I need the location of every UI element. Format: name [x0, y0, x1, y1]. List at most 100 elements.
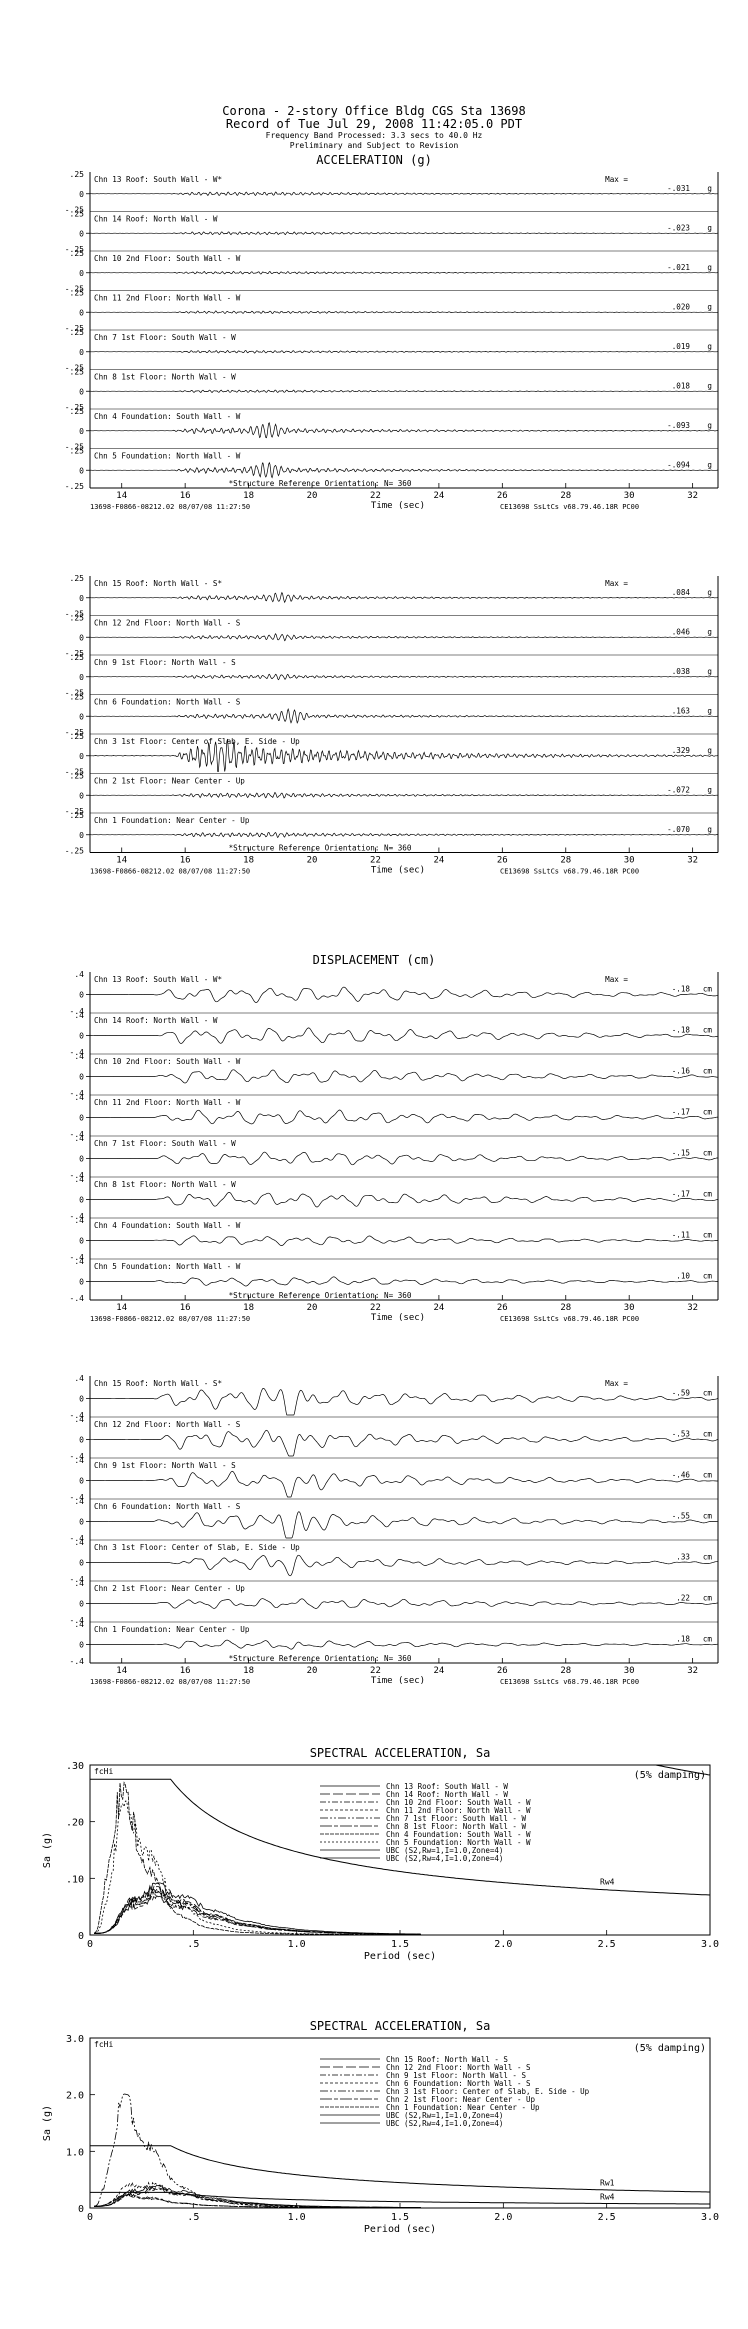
waveform-trace — [90, 1511, 719, 1539]
channel-label: Chn 4 Foundation: South Wall - W — [94, 412, 241, 421]
station-title: Corona - 2-story Office Bldg CGS Sta 136… — [222, 104, 526, 118]
y-tick-label: -.25 — [65, 847, 84, 856]
code-curve-label: Rw4 — [600, 1878, 615, 1887]
y-tick-label: 0 — [79, 1395, 84, 1404]
max-label: Max = — [605, 175, 628, 184]
y-tick-label: .4 — [74, 1497, 84, 1506]
x-tick-label: 18 — [243, 491, 254, 501]
x-tick-label: 32 — [687, 856, 698, 866]
waveform-trace — [90, 1276, 718, 1287]
unit-label: g — [707, 706, 712, 715]
waveform-trace — [90, 231, 718, 236]
fchi-label: fcHi — [94, 2040, 113, 2049]
max-value: .163 — [672, 706, 690, 715]
x-tick-label: 2.0 — [494, 1939, 512, 1950]
y-tick-label: 0 — [79, 594, 84, 603]
y-tick-label: -.25 — [65, 649, 84, 658]
preliminary-note: Preliminary and Subject to Revision — [289, 141, 459, 150]
legend-entry: Chn 6 Foundation: North Wall - S — [386, 2079, 531, 2088]
ubc-code-spectrum — [90, 2191, 710, 2205]
x-tick-label: 1.0 — [288, 2212, 306, 2223]
waveform-trace — [90, 310, 719, 314]
max-value: -.53 — [672, 1430, 690, 1439]
y-tick-label: .25 — [70, 407, 85, 416]
waveform-trace — [89, 1598, 719, 1609]
x-axis-title: Time (sec) — [371, 1313, 425, 1323]
legend-entry: Chn 3 1st Floor: Center of Slab, E. Side… — [386, 2087, 590, 2096]
y-tick-label: 0 — [79, 1196, 84, 1205]
waveform-trace — [90, 708, 719, 724]
y-tick-label: .25 — [70, 772, 85, 781]
channel-label: Chn 9 1st Floor: North Wall - S — [94, 658, 236, 667]
max-value: -.070 — [667, 825, 690, 834]
x-tick-label: 2.5 — [598, 2212, 616, 2223]
unit-label: g — [707, 302, 712, 311]
y-tick-label: .4 — [74, 1216, 84, 1225]
y-tick-label: .4 — [74, 1579, 84, 1588]
y-tick-label: -.4 — [70, 1294, 85, 1303]
waveform-trace — [89, 738, 719, 772]
record-date: Record of Tue Jul 29, 2008 11:42:05.0 PD… — [225, 117, 523, 131]
channel-label: Chn 7 1st Floor: South Wall - W — [94, 333, 236, 342]
y-tick-label: 0 — [78, 1931, 84, 1942]
y-tick-label: .4 — [74, 1374, 84, 1383]
y-tick-label: -.25 — [65, 768, 84, 777]
legend-entry: Chn 15 Roof: North Wall - S — [386, 2055, 508, 2064]
unit-label: cm — [703, 1471, 713, 1480]
max-value: .020 — [672, 302, 691, 311]
y-tick-label: -.4 — [70, 1048, 85, 1057]
y-tick-label: -.25 — [65, 482, 84, 491]
x-tick-label: 20 — [307, 1303, 318, 1313]
y-tick-label: -.4 — [70, 1253, 85, 1262]
waveform-trace — [89, 350, 718, 354]
y-tick-label: -.4 — [70, 1616, 85, 1625]
x-tick-label: 2.0 — [494, 2212, 512, 2223]
y-tick-label: 0 — [79, 991, 84, 1000]
max-value: -.072 — [667, 785, 690, 794]
unit-label: cm — [703, 1190, 713, 1199]
spectrum-curve — [94, 2192, 421, 2208]
channel-label: Chn 2 1st Floor: Near Center - Up — [94, 1584, 245, 1593]
max-value: .33 — [676, 1553, 690, 1562]
orientation-note: *Structure Reference Orientation: N= 360 — [229, 844, 412, 853]
y-tick-label: .25 — [70, 653, 85, 662]
max-label: Max = — [605, 1379, 628, 1388]
x-tick-label: 14 — [116, 491, 127, 501]
max-label: Max = — [605, 579, 628, 588]
waveform-trace — [90, 1388, 719, 1416]
channel-label: Chn 10 2nd Floor: South Wall - W — [94, 254, 241, 263]
x-tick-label: 2.5 — [598, 1939, 616, 1950]
y-tick-label: -.4 — [70, 1212, 85, 1221]
x-tick-label: 16 — [180, 1303, 191, 1313]
y-tick-label: 0 — [79, 466, 84, 475]
y-tick-label: .4 — [74, 970, 84, 979]
y-tick-label: .25 — [70, 210, 85, 219]
x-tick-label: .5 — [187, 1939, 199, 1950]
waveform-trace — [89, 1470, 718, 1498]
x-tick-label: 1.0 — [288, 1939, 306, 1950]
y-tick-label: .25 — [70, 574, 85, 583]
x-tick-label: 24 — [433, 491, 444, 501]
y-tick-label: 0 — [79, 1518, 84, 1527]
y-tick-label: -.4 — [70, 1171, 85, 1180]
y-tick-label: 0 — [79, 1237, 84, 1246]
y-tick-label: .25 — [70, 447, 85, 456]
y-tick-label: -.4 — [70, 1493, 85, 1502]
x-tick-label: 30 — [624, 491, 635, 501]
legend-entry: Chn 8 1st Floor: North Wall - W — [386, 1822, 526, 1831]
legend-entry: Chn 13 Roof: South Wall - W — [386, 1782, 508, 1791]
waveform-trace — [90, 1554, 718, 1577]
unit-label: g — [707, 825, 712, 834]
x-tick-label: 18 — [243, 1303, 254, 1313]
y-tick-label: 0 — [79, 791, 84, 800]
y-tick-label: -.4 — [70, 1534, 85, 1543]
y-tick-label: .4 — [74, 1257, 84, 1266]
y-tick-label: -.25 — [65, 324, 84, 333]
waveform-trace — [90, 1192, 719, 1208]
unit-label: g — [707, 421, 712, 430]
y-tick-label: -.25 — [65, 245, 84, 254]
unit-label: g — [707, 627, 712, 636]
y-tick-label: .25 — [70, 614, 85, 623]
footer-processing-id: CE13698 SsLtCs v68.79.46.18R PC00 — [500, 868, 639, 876]
y-tick-label: .4 — [74, 1175, 84, 1184]
